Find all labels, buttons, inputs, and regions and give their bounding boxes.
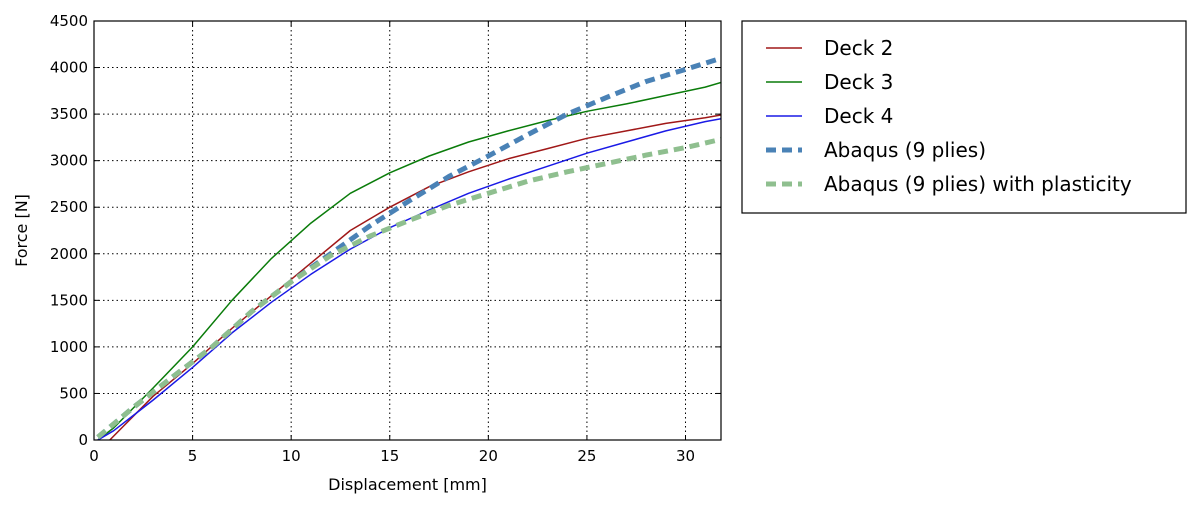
y-tick-label: 3500 <box>50 105 88 123</box>
series-line-deck-2 <box>109 114 721 440</box>
y-tick-label: 500 <box>59 384 88 402</box>
legend-label: Abaqus (9 plies) with plasticity <box>824 172 1132 196</box>
legend-label: Abaqus (9 plies) <box>824 138 986 162</box>
series-line-deck-4 <box>97 118 721 440</box>
x-tick-label: 0 <box>89 447 99 465</box>
grid-lines <box>94 21 721 440</box>
legend-box <box>741 20 1187 214</box>
x-tick-label: 10 <box>282 447 301 465</box>
series-line-abaqus-9-plies-with-plasticity <box>96 136 721 440</box>
x-tick-label: 25 <box>577 447 596 465</box>
legend-label: Deck 2 <box>824 36 893 60</box>
x-tick-label: 20 <box>479 447 498 465</box>
y-tick-label: 3000 <box>50 152 88 170</box>
y-tick-label: 4000 <box>50 59 88 77</box>
y-tick-label: 4500 <box>50 12 88 30</box>
y-tick-label: 0 <box>78 431 88 449</box>
x-tick-label: 5 <box>188 447 198 465</box>
legend-label: Deck 4 <box>824 104 893 128</box>
x-tick-label: 15 <box>380 447 399 465</box>
y-tick-label: 2500 <box>50 198 88 216</box>
y-axis-label: Force [N] <box>12 194 31 267</box>
y-tick-label: 1000 <box>50 338 88 356</box>
plot-frame <box>93 20 722 441</box>
y-tick-label: 2000 <box>50 245 88 263</box>
x-axis-label: Displacement [mm] <box>328 475 487 494</box>
series-lines <box>96 55 721 440</box>
legend-label: Deck 3 <box>824 70 893 94</box>
y-tick-label: 1500 <box>50 291 88 309</box>
x-tick-label: 30 <box>676 447 695 465</box>
series-line-deck-3 <box>97 81 721 440</box>
axis-ticks: 0 5 10 15 20 25 30 0 500 1000 1500 2000 2500 3000 3500… <box>50 12 721 465</box>
legend: Deck 2 Deck 3 Deck 4 Abaqus (9 plies) Abaqus… <box>741 20 1187 214</box>
series-line-abaqus-9-plies <box>96 55 721 440</box>
